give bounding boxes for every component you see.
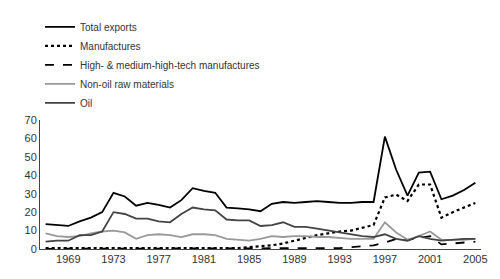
svg-text:1985: 1985	[237, 253, 261, 265]
svg-text:1989: 1989	[282, 253, 306, 265]
svg-text:10: 10	[25, 224, 37, 236]
svg-text:Total exports: Total exports	[80, 22, 137, 33]
svg-text:40: 40	[25, 169, 37, 181]
svg-text:30: 30	[25, 188, 37, 200]
svg-text:2005: 2005	[463, 253, 487, 265]
svg-text:Manufactures: Manufactures	[80, 41, 141, 52]
svg-text:1981: 1981	[192, 253, 216, 265]
svg-text:20: 20	[25, 206, 37, 218]
svg-text:60: 60	[25, 132, 37, 144]
svg-text:Non-oil raw materials: Non-oil raw materials	[80, 79, 174, 90]
svg-text:1969: 1969	[56, 253, 80, 265]
svg-text:1993: 1993	[327, 253, 351, 265]
svg-text:0: 0	[31, 243, 37, 255]
svg-text:1997: 1997	[373, 253, 397, 265]
svg-text:70: 70	[25, 114, 37, 126]
svg-text:High- & medium-high-tech manuf: High- & medium-high-tech manufactures	[80, 60, 260, 71]
svg-text:1977: 1977	[146, 253, 170, 265]
svg-text:2001: 2001	[418, 253, 442, 265]
svg-text:Oil: Oil	[80, 98, 92, 109]
svg-text:1973: 1973	[101, 253, 125, 265]
svg-text:50: 50	[25, 151, 37, 163]
